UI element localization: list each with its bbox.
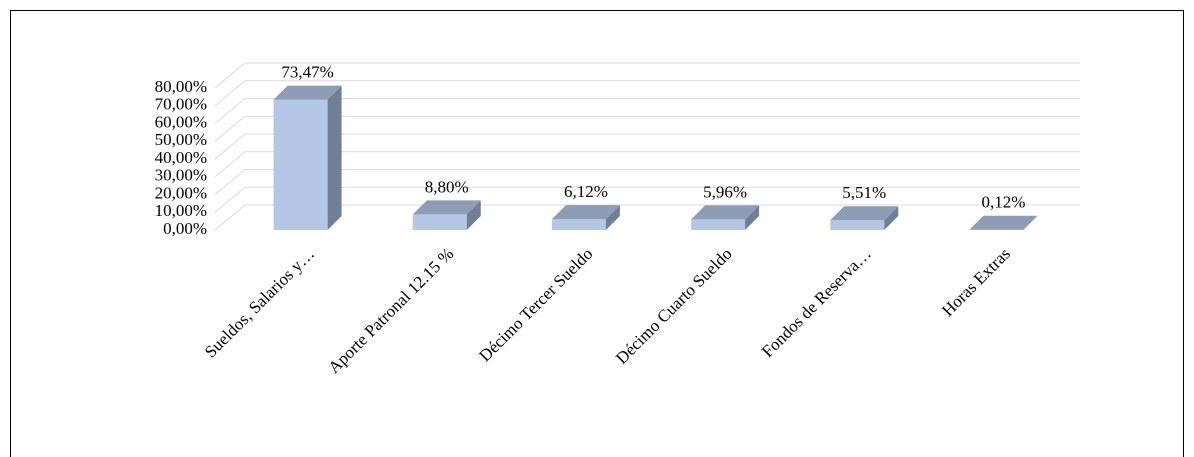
bar-front xyxy=(551,219,606,230)
grid-line xyxy=(214,80,1080,107)
x-tick-label: Décimo Cuarto Sueldo xyxy=(612,244,736,368)
data-label: 8,80% xyxy=(425,177,469,196)
bar-side xyxy=(745,205,760,230)
y-tick-label: 70,00% xyxy=(155,95,207,114)
y-tick-label: 30,00% xyxy=(155,166,207,185)
data-label: 73,47% xyxy=(281,62,333,81)
y-tick-label: 20,00% xyxy=(155,183,207,202)
grid-line xyxy=(214,186,1080,213)
bar-top xyxy=(551,205,620,220)
bar-top xyxy=(412,200,481,215)
bar-side xyxy=(466,200,481,230)
bar-side xyxy=(605,205,620,230)
data-label: 6,12% xyxy=(564,182,608,201)
x-tick-label: Aporte Patronal 12.15 % xyxy=(324,244,457,377)
y-tick-label: 50,00% xyxy=(155,130,207,149)
data-label: 0,12% xyxy=(981,193,1025,212)
bar xyxy=(551,205,620,230)
y-tick-label: 40,00% xyxy=(155,148,207,167)
x-tick-label: Horas Extras xyxy=(938,244,1014,320)
bar-top xyxy=(273,85,342,100)
x-tick-label: Fondos de Reserva… xyxy=(758,244,875,361)
bar-side xyxy=(327,85,342,230)
bar-front xyxy=(273,99,328,230)
frame xyxy=(10,10,1184,457)
y-tick-label: 0,00% xyxy=(163,219,207,238)
bar-front xyxy=(830,220,885,230)
y-tick-label: 60,00% xyxy=(155,112,207,131)
bar-front xyxy=(412,214,467,230)
bar-side xyxy=(884,206,899,230)
bar xyxy=(691,205,760,230)
x-tick-label: Décimo Tercer Sueldo xyxy=(475,244,596,365)
bar xyxy=(969,215,1038,230)
bar xyxy=(412,200,481,230)
data-label: 5,51% xyxy=(842,183,886,202)
x-tick-label: Sueldos, Salarios y… xyxy=(201,244,318,361)
grid-line xyxy=(214,133,1080,160)
y-tick-label: 80,00% xyxy=(155,77,207,96)
grid-line xyxy=(214,62,1080,89)
grid-line xyxy=(214,204,1080,231)
data-label: 5,96% xyxy=(703,182,747,201)
bar xyxy=(273,85,342,230)
grid-line xyxy=(214,98,1080,124)
bar-top xyxy=(969,215,1038,230)
grid-line xyxy=(214,169,1080,195)
y-tick-label: 10,00% xyxy=(155,201,207,220)
bar-side xyxy=(1023,215,1038,230)
bar xyxy=(830,206,899,230)
grid-line xyxy=(214,115,1080,142)
bar-front xyxy=(691,219,746,230)
bar-top xyxy=(691,205,760,220)
grid-line xyxy=(214,151,1080,178)
bar-top xyxy=(830,206,899,221)
